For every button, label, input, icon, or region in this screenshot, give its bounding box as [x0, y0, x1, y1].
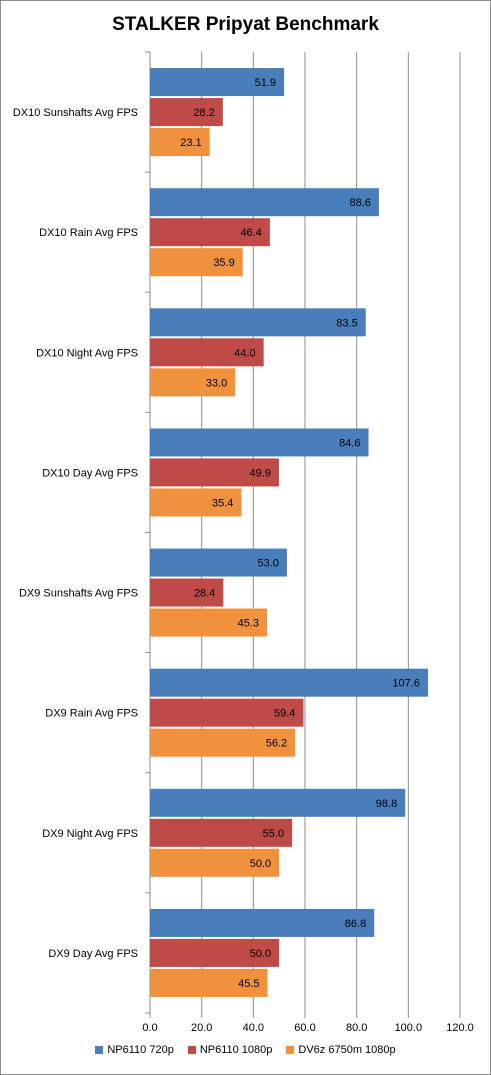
legend-swatch	[187, 1046, 196, 1054]
data-label: 59.4	[274, 708, 295, 720]
legend-label: NP6110 1080p	[199, 1044, 273, 1056]
bar	[150, 548, 287, 577]
data-label: 23.1	[180, 137, 201, 149]
data-label: 107.6	[392, 678, 420, 690]
bar	[150, 578, 224, 607]
data-label: 28.4	[194, 588, 215, 600]
x-tick-label: 40.0	[243, 1022, 264, 1034]
legend-swatch	[286, 1046, 295, 1054]
data-label: 88.6	[349, 197, 370, 209]
data-label: 46.4	[240, 227, 261, 239]
x-tick-label: 60.0	[294, 1022, 315, 1034]
x-tick-label: 80.0	[346, 1022, 367, 1034]
data-label: 83.5	[336, 317, 357, 329]
category-label: DX10 Sunshafts Avg FPS	[13, 107, 138, 119]
chart-title: STALKER Pripyat Benchmark	[112, 14, 379, 35]
bar	[150, 128, 210, 157]
data-label: 55.0	[263, 828, 284, 840]
bar	[150, 488, 242, 517]
x-tick-label: 0.0	[142, 1022, 157, 1034]
category-label: DX10 Rain Avg FPS	[39, 227, 138, 239]
data-label: 35.4	[212, 497, 233, 509]
data-label: 86.8	[345, 918, 366, 930]
data-label: 28.2	[193, 107, 214, 119]
bar	[150, 848, 280, 877]
bar	[150, 218, 270, 247]
bar	[150, 608, 268, 637]
data-label: 49.9	[249, 467, 270, 479]
data-label: 35.9	[213, 257, 234, 269]
bar	[150, 98, 223, 127]
category-label: DX9 Sunshafts Avg FPS	[19, 588, 138, 600]
data-label: 50.0	[250, 858, 271, 870]
data-label: 45.5	[238, 978, 259, 990]
category-label: DX9 Rain Avg FPS	[45, 708, 138, 720]
bar	[150, 788, 406, 817]
data-label: 33.0	[206, 377, 227, 389]
bar	[150, 908, 375, 937]
bar	[150, 698, 304, 727]
bar	[150, 188, 379, 217]
category-label: DX9 Night Avg FPS	[42, 828, 138, 840]
data-label: 51.9	[255, 77, 276, 89]
category-label: DX10 Night Avg FPS	[36, 347, 138, 359]
bar	[150, 818, 293, 847]
data-label: 84.6	[339, 437, 360, 449]
bar	[150, 368, 236, 397]
legend-label: NP6110 720p	[107, 1044, 174, 1056]
bar	[150, 428, 369, 457]
bar	[150, 458, 279, 487]
category-label: DX9 Day Avg FPS	[48, 948, 138, 960]
category-label: DX10 Day Avg FPS	[42, 467, 138, 479]
data-label: 45.3	[238, 618, 259, 630]
legend-label: DV6z 6750m 1080p	[298, 1044, 396, 1056]
legend-item: NP6110 720p	[95, 1044, 174, 1056]
bar	[150, 248, 243, 277]
legend-item: NP6110 1080p	[187, 1044, 273, 1056]
data-label: 56.2	[266, 738, 287, 750]
bar	[150, 338, 264, 367]
bar	[150, 728, 296, 757]
bar	[150, 938, 280, 967]
data-label: 50.0	[250, 948, 271, 960]
x-tick-label: 20.0	[191, 1022, 212, 1034]
data-label: 98.8	[376, 798, 397, 810]
x-tick-label: 120.0	[446, 1022, 474, 1034]
data-label: 44.0	[234, 347, 255, 359]
bar	[150, 668, 428, 697]
x-tick-label: 100.0	[395, 1022, 423, 1034]
legend: NP6110 720p NP6110 1080p DV6z 6750m 1080p	[0, 1044, 491, 1056]
legend-swatch	[95, 1046, 104, 1054]
bar	[150, 308, 366, 337]
legend-item: DV6z 6750m 1080p	[286, 1044, 396, 1056]
bar	[150, 68, 285, 97]
data-label: 53.0	[257, 558, 278, 570]
bar	[150, 968, 268, 997]
